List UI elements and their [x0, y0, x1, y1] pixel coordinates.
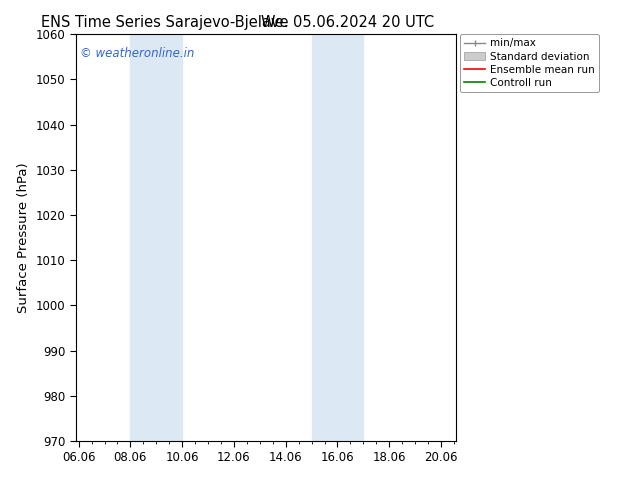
Y-axis label: Surface Pressure (hPa): Surface Pressure (hPa)	[17, 162, 30, 313]
Text: ENS Time Series Sarajevo-Bjelave: ENS Time Series Sarajevo-Bjelave	[41, 15, 288, 30]
Legend: min/max, Standard deviation, Ensemble mean run, Controll run: min/max, Standard deviation, Ensemble me…	[460, 34, 599, 92]
Bar	[131, 34, 182, 441]
Bar	[311, 34, 363, 441]
Text: © weatheronline.in: © weatheronline.in	[80, 47, 194, 59]
Text: We. 05.06.2024 20 UTC: We. 05.06.2024 20 UTC	[261, 15, 434, 30]
